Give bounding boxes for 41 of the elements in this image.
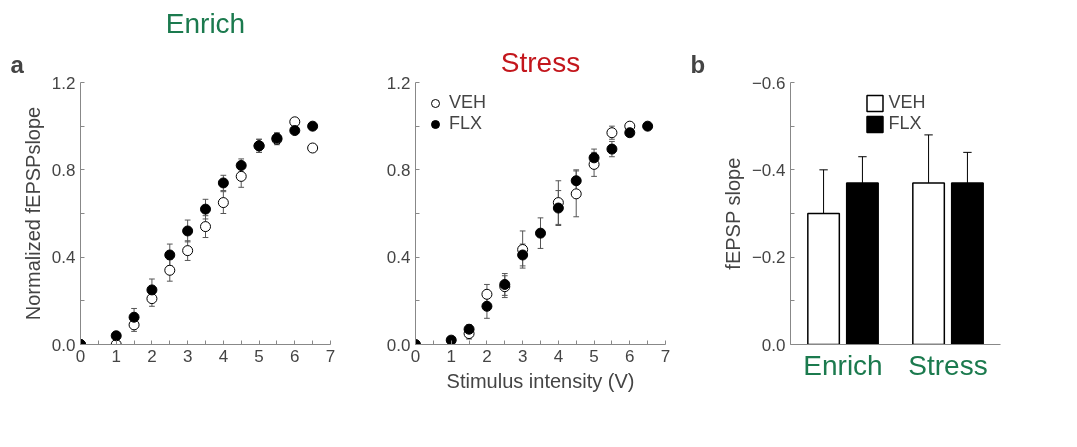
x-tick-label: 6 xyxy=(625,346,635,366)
y-tick-label: 0.0 xyxy=(386,335,411,355)
y-axis-title: Normalized fEPSPslope xyxy=(21,106,44,321)
x-tick-label: 5 xyxy=(254,346,264,366)
y-tick-label: 0.4 xyxy=(386,248,411,268)
x-tick-label: 0 xyxy=(75,346,86,366)
legend-label: VEH xyxy=(888,92,926,113)
y-tick-label: 1.2 xyxy=(51,73,76,93)
y-tick-label: 0.8 xyxy=(51,160,76,180)
y-tick-label: −0.2 xyxy=(751,248,786,268)
y-tick-label: 1.2 xyxy=(386,73,411,93)
x-tick-label: 4 xyxy=(553,346,564,366)
x-tick-label: 1 xyxy=(446,346,456,366)
y-tick-label: 0.0 xyxy=(761,335,786,355)
x-tick-label: 5 xyxy=(589,346,599,366)
x-tick-label: 4 xyxy=(218,346,229,366)
x-tick-label: 3 xyxy=(182,346,193,366)
text: b xyxy=(690,50,706,78)
y-tick-label: −0.6 xyxy=(751,73,786,93)
x-tick-label: 7 xyxy=(325,346,336,366)
y-axis-title: fEPSP slope xyxy=(721,157,744,270)
y-tick-label: 0.0 xyxy=(51,335,76,355)
chart-title: Enrich xyxy=(165,7,246,39)
x-tick-label: 0 xyxy=(410,346,421,366)
legend-label: VEH xyxy=(449,92,487,113)
x-tick-label: 6 xyxy=(290,346,300,366)
y-tick-label: −0.4 xyxy=(751,160,786,180)
x-axis-title: Stimulus intensity (V) xyxy=(446,369,635,392)
text: a xyxy=(10,50,25,78)
x-tick-label: 1 xyxy=(111,346,121,366)
x-tick-label: Enrich xyxy=(803,349,883,381)
x-tick-label: 2 xyxy=(482,346,492,366)
x-tick-label: 3 xyxy=(517,346,528,366)
y-tick-label: 0.8 xyxy=(386,160,411,180)
y-tick-label: 0.4 xyxy=(51,248,76,268)
legend-label: FLX xyxy=(449,113,483,134)
x-tick-label: Stress xyxy=(908,349,988,381)
chart-title: Stress xyxy=(500,46,581,78)
x-tick-label: 2 xyxy=(147,346,157,366)
x-tick-label: 7 xyxy=(660,346,671,366)
legend-label: FLX xyxy=(888,113,922,134)
